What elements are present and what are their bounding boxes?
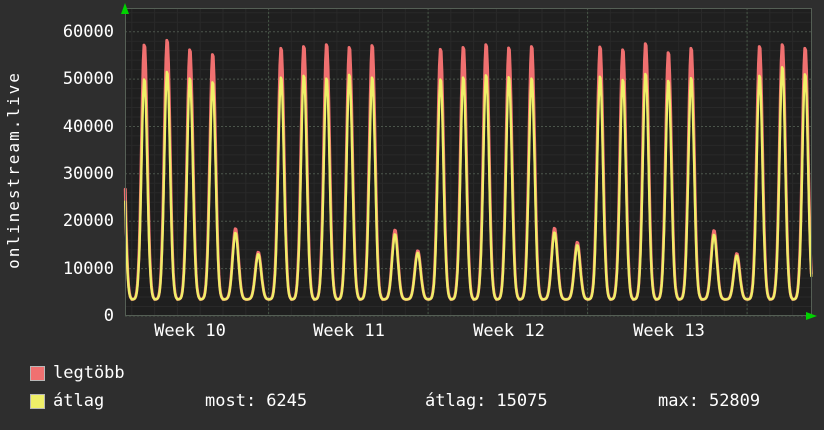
y-tick-label-10000: 10000 [62,259,114,279]
x-tick-label-week12: Week 12 [473,321,545,341]
legend-swatch-atlag [30,394,45,409]
chart-svg [121,3,817,320]
stat-most: most: 6245 [205,391,307,411]
x-tick-label-week11: Week 11 [313,321,385,341]
legend-swatch-legtobb [30,366,45,381]
y-tick-label-60000: 60000 [62,22,114,42]
stat-avg: átlag: 15075 [425,391,548,411]
x-tick-label-week10: Week 10 [154,321,226,341]
y-tick-label-40000: 40000 [62,117,114,137]
y-tick-label-50000: 50000 [62,69,114,89]
y-tick-label-30000: 30000 [62,164,114,184]
y-tick-label-20000: 20000 [62,211,114,231]
stat-max-label: max: [658,391,699,411]
stat-max: max: 52809 [658,391,760,411]
plot-area [121,3,817,320]
legend-label-legtobb: legtöbb [53,363,125,383]
stat-most-value: 6245 [266,391,308,411]
legend-label-atlag: átlag [53,391,105,411]
stat-avg-label: átlag: [425,391,487,411]
stat-avg-value: 15075 [496,391,548,411]
stat-most-label: most: [205,391,257,411]
x-tick-label-week13: Week 13 [633,321,705,341]
stat-max-value: 52809 [708,391,761,411]
y-tick-label-0: 0 [103,306,114,326]
